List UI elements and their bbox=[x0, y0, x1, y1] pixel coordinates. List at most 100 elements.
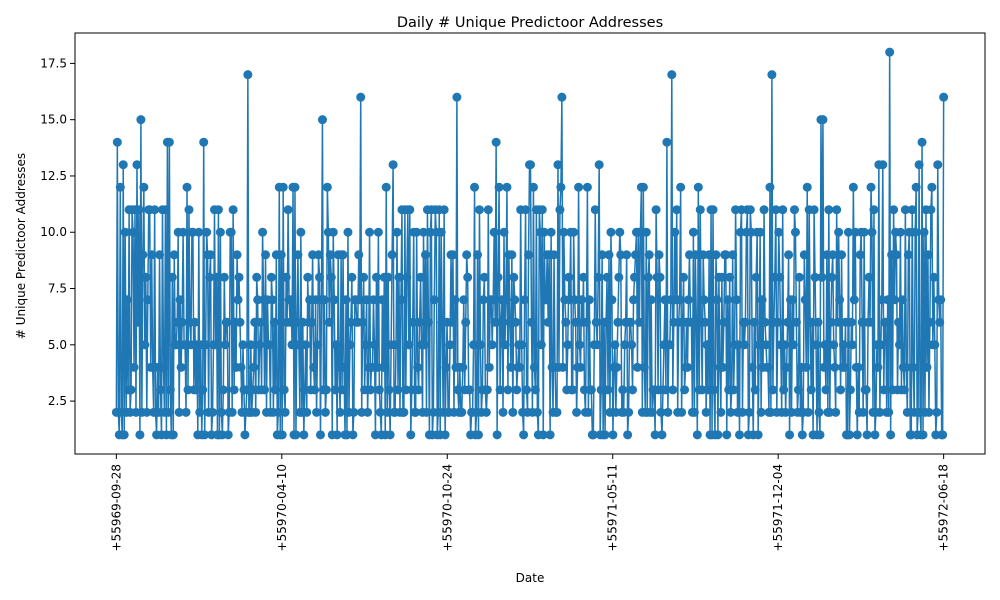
data-point bbox=[630, 250, 640, 260]
data-point bbox=[261, 250, 271, 260]
data-point bbox=[911, 182, 921, 192]
data-point bbox=[366, 385, 376, 395]
data-point bbox=[382, 407, 392, 417]
data-point bbox=[879, 385, 889, 395]
data-point bbox=[821, 385, 831, 395]
data-point bbox=[228, 205, 238, 215]
data-point bbox=[205, 272, 215, 282]
data-point bbox=[279, 385, 289, 395]
data-point bbox=[568, 385, 578, 395]
data-point bbox=[175, 295, 185, 305]
data-point bbox=[563, 340, 573, 350]
data-point bbox=[657, 430, 667, 440]
data-point bbox=[358, 317, 368, 327]
data-point bbox=[470, 182, 480, 192]
data-point bbox=[155, 250, 165, 260]
data-point bbox=[591, 317, 601, 327]
data-point bbox=[875, 407, 885, 417]
data-point bbox=[229, 385, 239, 395]
data-point bbox=[584, 295, 594, 305]
data-point bbox=[846, 317, 856, 327]
data-point bbox=[488, 295, 498, 305]
data-point bbox=[711, 250, 721, 260]
data-point bbox=[600, 430, 610, 440]
data-point bbox=[363, 407, 373, 417]
data-point bbox=[388, 160, 398, 170]
data-point bbox=[602, 272, 612, 282]
data-point bbox=[699, 295, 709, 305]
data-point bbox=[543, 317, 553, 327]
data-point bbox=[310, 385, 320, 395]
data-point bbox=[381, 182, 391, 192]
data-point bbox=[387, 250, 397, 260]
data-point bbox=[847, 340, 857, 350]
data-point bbox=[517, 340, 527, 350]
data-point bbox=[813, 317, 823, 327]
data-point bbox=[827, 272, 837, 282]
data-point bbox=[408, 317, 418, 327]
data-point bbox=[362, 295, 372, 305]
data-point bbox=[326, 272, 336, 282]
data-point bbox=[359, 272, 369, 282]
data-point bbox=[826, 317, 836, 327]
data-point bbox=[399, 407, 409, 417]
y-tick-label: 12.5 bbox=[40, 169, 67, 183]
data-point bbox=[670, 227, 680, 237]
data-point bbox=[779, 385, 789, 395]
data-point bbox=[849, 295, 859, 305]
data-point bbox=[824, 205, 834, 215]
data-point bbox=[502, 182, 512, 192]
data-point bbox=[278, 182, 288, 192]
data-point bbox=[556, 182, 566, 192]
data-point bbox=[164, 137, 174, 147]
data-point bbox=[864, 272, 874, 282]
data-point bbox=[232, 250, 242, 260]
data-point bbox=[650, 430, 660, 440]
data-point bbox=[667, 70, 677, 80]
data-point bbox=[200, 430, 210, 440]
data-point bbox=[756, 407, 766, 417]
data-point bbox=[588, 430, 598, 440]
data-point bbox=[661, 385, 671, 395]
data-point bbox=[865, 317, 875, 327]
data-point bbox=[641, 227, 651, 237]
x-axis-label: Date bbox=[516, 571, 545, 585]
data-point bbox=[411, 407, 421, 417]
data-point bbox=[339, 362, 349, 372]
data-point bbox=[612, 362, 622, 372]
data-point bbox=[216, 407, 226, 417]
data-point bbox=[782, 362, 792, 372]
data-point bbox=[315, 272, 324, 282]
data-point bbox=[651, 205, 661, 215]
data-point bbox=[165, 385, 175, 395]
data-point bbox=[412, 227, 422, 237]
data-point bbox=[793, 385, 803, 395]
x-tick-label: +55972-06-18 bbox=[937, 464, 951, 551]
data-point bbox=[761, 340, 771, 350]
data-point bbox=[708, 205, 718, 215]
data-point bbox=[317, 115, 327, 125]
data-point bbox=[421, 407, 431, 417]
data-point bbox=[754, 340, 764, 350]
data-point bbox=[610, 340, 620, 350]
data-point bbox=[487, 340, 497, 350]
data-point bbox=[893, 317, 903, 327]
data-point bbox=[198, 385, 208, 395]
data-point bbox=[925, 317, 935, 327]
data-point bbox=[384, 385, 394, 395]
data-point bbox=[885, 47, 895, 57]
data-point bbox=[281, 272, 291, 282]
data-point bbox=[576, 362, 586, 372]
data-point bbox=[575, 340, 585, 350]
data-point bbox=[867, 227, 877, 237]
data-point bbox=[415, 317, 425, 327]
data-point bbox=[475, 340, 485, 350]
data-point bbox=[751, 272, 761, 282]
data-point bbox=[933, 160, 943, 170]
data-point bbox=[718, 362, 728, 372]
y-tick-label: 10.0 bbox=[40, 225, 67, 239]
y-tick-label: 17.5 bbox=[40, 56, 67, 70]
data-point bbox=[441, 362, 451, 372]
data-point bbox=[199, 137, 209, 147]
